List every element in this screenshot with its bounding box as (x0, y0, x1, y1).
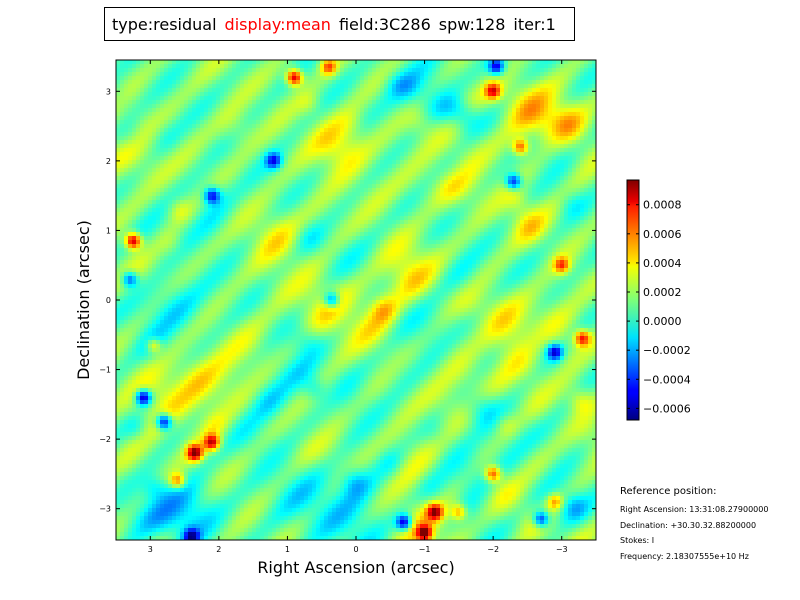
x-tick-label: 1 (285, 545, 290, 554)
y-tick-label: 3 (106, 87, 111, 96)
colorbar-tick-label: 0.0008 (643, 199, 682, 212)
reference-declination: Declination: +30.30.32.88200000 (620, 518, 768, 534)
y-axis-label: Declination (arcsec) (74, 220, 93, 380)
reference-right-ascension: Right Ascension: 13:31:08.27900000 (620, 502, 768, 518)
x-tick-label: 2 (216, 545, 221, 554)
y-tick-label: −3 (99, 505, 111, 514)
reference-frequency: Frequency: 2.18307555e+10 Hz (620, 549, 768, 565)
x-tick-label: −1 (419, 545, 431, 554)
reference-position-panel: Reference position: Right Ascension: 13:… (620, 484, 768, 564)
colorbar-tick-label: 0.0004 (643, 257, 682, 270)
residual-image (116, 60, 596, 540)
colorbar-tick-label: 0.0000 (643, 315, 682, 328)
colorbar-tick-label: 0.0006 (643, 228, 682, 241)
x-tick-label: 0 (353, 545, 358, 554)
x-tick-label: 3 (148, 545, 153, 554)
reference-title: Reference position: (620, 484, 768, 500)
y-tick-label: −1 (99, 366, 111, 375)
reference-stokes: Stokes: I (620, 533, 768, 549)
y-tick-label: −2 (99, 435, 111, 444)
y-tick-label: 1 (106, 226, 111, 235)
x-tick-label: −3 (556, 545, 568, 554)
y-tick-label: 2 (106, 157, 111, 166)
y-tick-label: 0 (106, 296, 111, 305)
colorbar-tick-label: −0.0006 (643, 402, 691, 415)
colorbar-tick-label: −0.0004 (643, 373, 691, 386)
colorbar-tick-label: 0.0002 (643, 286, 682, 299)
colorbar-tick-label: −0.0002 (643, 344, 691, 357)
x-tick-label: −2 (487, 545, 499, 554)
colorbar (627, 180, 639, 420)
x-axis-label: Right Ascension (arcsec) (257, 558, 454, 577)
